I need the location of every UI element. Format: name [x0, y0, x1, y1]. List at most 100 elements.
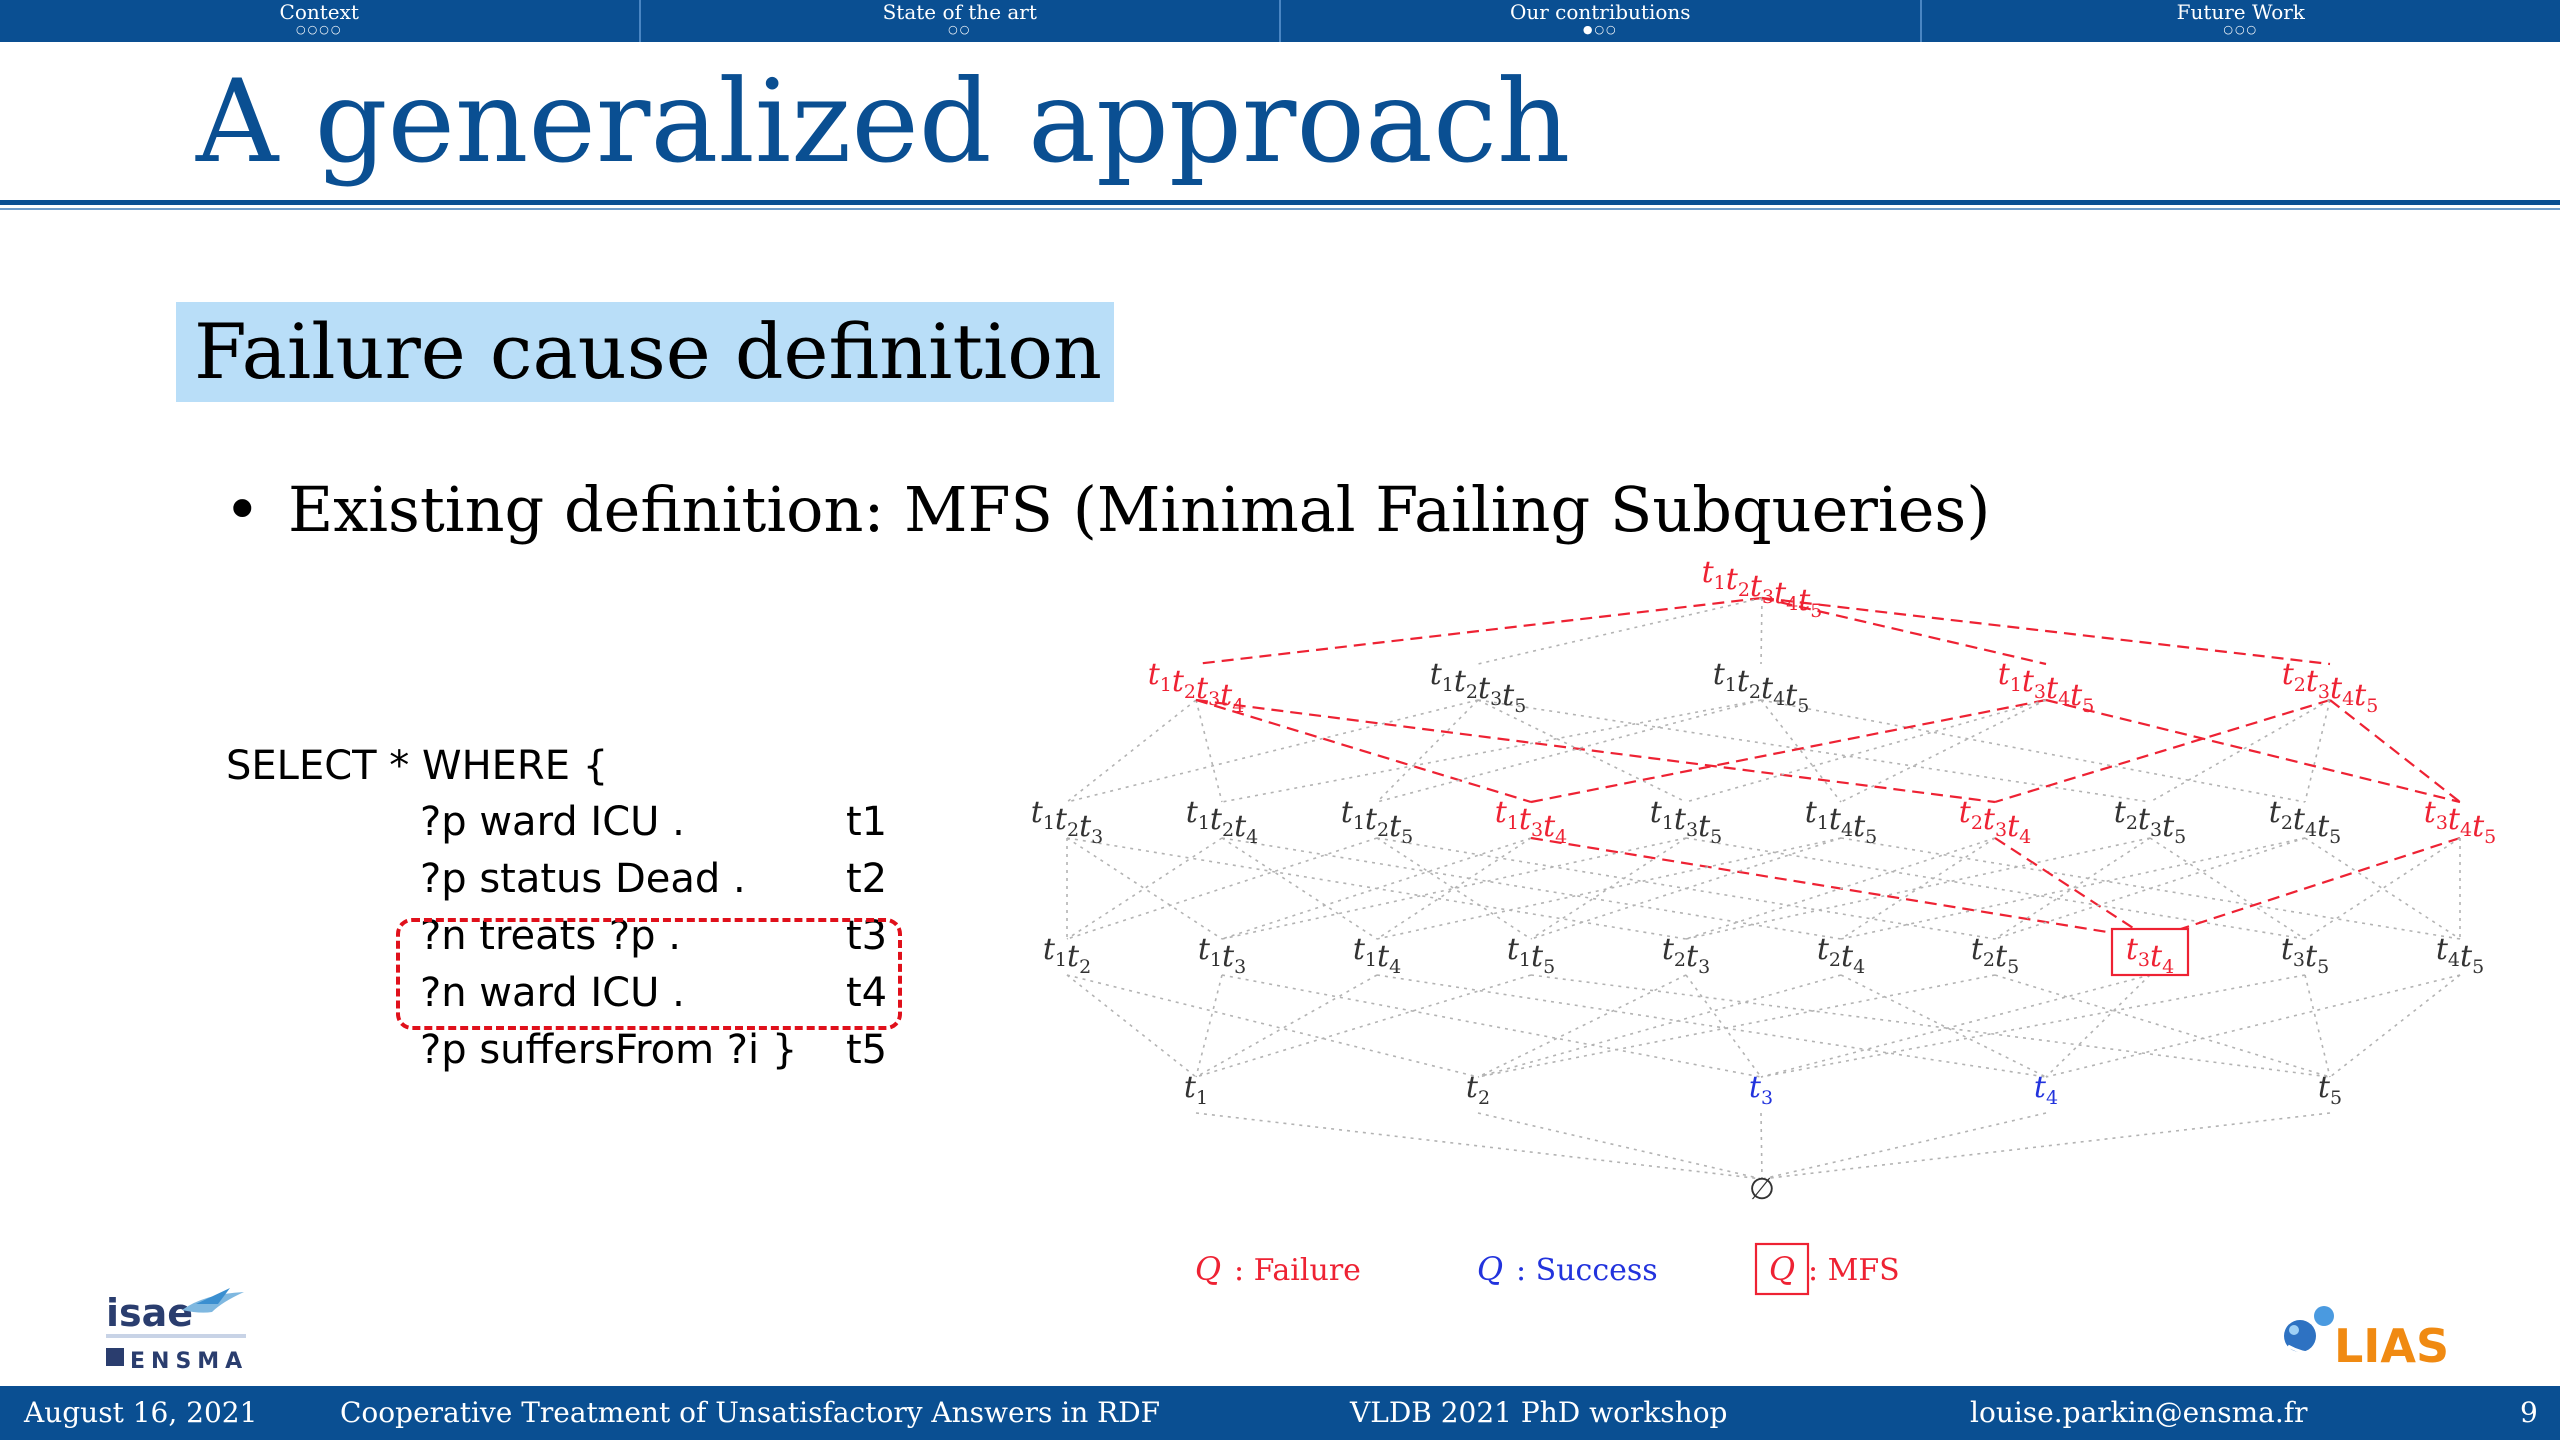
lattice-node-neutral: t1t2t3 [1031, 795, 1103, 848]
lattice-node-label: t1t3t4t5 [1998, 657, 2095, 717]
lattice-node-label: t1t4t5 [1805, 795, 1877, 848]
nav-progress-dots[interactable]: ○○○○ [296, 23, 343, 36]
lattice-edge [1376, 699, 1479, 803]
legend-text: : MFS [1808, 1253, 1900, 1288]
lattice-edge-failure [1994, 698, 2331, 804]
lattice-edge [1760, 974, 2306, 1078]
lattice-edge [1221, 837, 1378, 940]
footer-venue: VLDB 2021 PhD workshop [1350, 1396, 1728, 1429]
lattice-node-neutral: t5 [2318, 1070, 2342, 1109]
lattice-node-neutral: t1t4t5 [1805, 795, 1877, 848]
lattice-node-label: t1t2t3t5 [1430, 657, 1527, 717]
lattice-node-neutral: t3t5 [2281, 932, 2329, 978]
lattice-node-neutral: t1t2t4 [1186, 795, 1258, 848]
footer-page-number: 9 [2520, 1396, 2538, 1429]
lattice-node-label: t2t3t5 [2114, 795, 2186, 848]
lattice-edge [1221, 974, 1762, 1078]
lias-logo: LIAS [2284, 1306, 2449, 1373]
lattice-edge [1376, 699, 1762, 803]
lattice-edge [1066, 699, 1479, 803]
nav-section-our-contributions[interactable]: Our contributions ●○○ [1281, 0, 1922, 42]
lattice-node-neutral: t1t3t5 [1650, 795, 1722, 848]
lattice-edge [1195, 974, 1223, 1078]
nav-section-future-work[interactable]: Future Work ○○○ [1922, 0, 2560, 42]
triple-pattern: ?p ward ICU . [420, 799, 685, 845]
lattice-node-neutral: t1 [1184, 1070, 1208, 1109]
nav-section-context[interactable]: Context ○○○○ [0, 0, 641, 42]
lattice-edge [1685, 699, 2047, 803]
lattice-edge [1760, 1112, 1763, 1180]
lattice-edge-failure [1994, 837, 2151, 940]
lattice-node-label: t1t2t3t4 [1148, 657, 1245, 717]
lattice-node-neutral: t2t3t5 [2114, 795, 2186, 848]
lattice-edge [1477, 699, 2151, 803]
lattice-node-neutral: t1t2t4t5 [1713, 657, 1810, 717]
lattice-edge [1477, 974, 1996, 1078]
triple-pattern: ?p suffersFrom ?i } [420, 1027, 798, 1073]
lattice-edge [1994, 837, 2151, 940]
title-divider-thin [0, 208, 2560, 210]
ensma-logo-text: ENSMA [130, 1349, 248, 1374]
lattice-edge [1685, 974, 1762, 1078]
lattice-edge [1376, 837, 1532, 940]
lattice-node-label: t2 [1466, 1070, 1490, 1109]
lattice-node-failure: t1t3t4t5 [1998, 657, 2095, 717]
slide-footer: August 16, 2021 Cooperative Treatment of… [0, 1386, 2560, 1440]
lattice-edge [1376, 837, 1842, 940]
lattice-edge [1530, 837, 1687, 940]
lattice-edge [2149, 699, 2331, 803]
lattice-edge-failure [2329, 699, 2461, 803]
isae-logo-text: isae [106, 1291, 193, 1335]
lattice-edge [1195, 974, 1378, 1078]
lattice-node-label: t4t5 [2436, 932, 2484, 978]
lattice-edge [1760, 699, 2306, 803]
nav-section-state-of-the-art[interactable]: State of the art ○○ [641, 0, 1281, 42]
lattice-edge [2304, 837, 2461, 940]
lattice-edge [1221, 837, 1687, 940]
nav-section-label: Future Work [2176, 0, 2305, 24]
nav-section-label: Our contributions [1509, 0, 1691, 24]
triple-label: t2 [846, 856, 888, 902]
lattice-edge [1221, 837, 1842, 940]
lattice-node-neutral: t1t5 [1507, 932, 1555, 978]
query-triple-row: ?p suffersFrom ?i } t5 [226, 1024, 926, 1076]
lattice-node-label: t1t2t5 [1341, 795, 1413, 848]
nav-progress-dots[interactable]: ○○ [948, 23, 972, 36]
lattice-node-success: t3 [1749, 1070, 1773, 1109]
lattice-node-label: t1t3t5 [1650, 795, 1722, 848]
lattice-node-neutral: t2t3 [1662, 932, 1710, 978]
lattice-node-label: t5 [2318, 1070, 2342, 1109]
lattice-edge [1840, 837, 2306, 940]
lattice-node-label: t1t5 [1507, 932, 1555, 978]
query-triple-row: ?p ward ICU . t1 [226, 796, 926, 848]
lattice-edge [1066, 974, 1479, 1078]
lattice-edge [1376, 837, 1996, 940]
footer-email: louise.parkin@ensma.fr [1970, 1396, 2308, 1429]
lattice-node-label: t1t3 [1198, 932, 1246, 978]
lattice-edge [1685, 837, 2151, 940]
lattice-edge-failure [2045, 698, 2461, 804]
nav-progress-dots[interactable]: ●○○ [1582, 23, 1618, 36]
lattice-node-failure: t3t4t5 [2424, 795, 2496, 848]
legend-symbol: Q [1195, 1250, 1221, 1288]
lattice-edge [1840, 974, 2047, 1078]
footer-date: August 16, 2021 [24, 1396, 258, 1429]
lattice-edge [1477, 699, 1687, 803]
slide-title: A generalized approach [196, 55, 1571, 188]
lattice-edge-failure [1761, 596, 2331, 666]
lattice-edge [2045, 974, 2461, 1078]
lattice-node-label: t1t2 [1043, 932, 1091, 978]
lattice-edge [1477, 1112, 1763, 1180]
lattice-node-neutral: t2t4t5 [2269, 795, 2341, 848]
lattice-edge [1477, 974, 1842, 1078]
triple-label: t4 [846, 970, 888, 1016]
lattice-node-neutral: t2t5 [1971, 932, 2019, 978]
lattice-node-neutral: t1t4 [1353, 932, 1401, 978]
nav-progress-dots[interactable]: ○○○ [2223, 23, 2259, 36]
lattice-edge [2304, 837, 2461, 940]
query-lattice-diagram: t1t2t3t4t5t1t2t3t4t1t2t3t5t1t2t4t5t1t3t4… [1031, 555, 2496, 1296]
lattice-node-success: t4 [2034, 1070, 2058, 1109]
lattice-node-label: t3t5 [2281, 932, 2329, 978]
lattice-node-failure: t1t3t4 [1495, 795, 1567, 848]
legend-mfs: Q: MFS [1754, 1242, 1900, 1296]
